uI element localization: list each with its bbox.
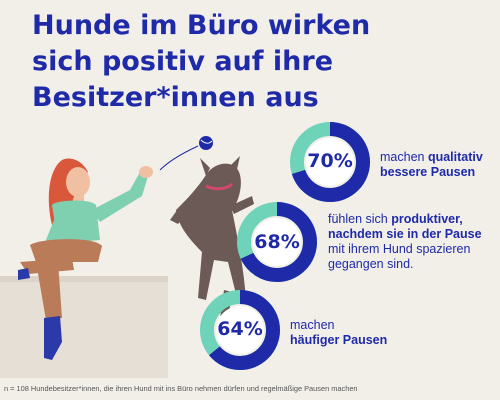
description-text: produktiver, bbox=[391, 212, 463, 226]
description-text: machen bbox=[290, 318, 335, 332]
description-text: qualitativ bbox=[427, 150, 483, 164]
description-text: mit ihrem Hund spazieren bbox=[328, 242, 471, 256]
description-text: fühlen sich bbox=[328, 212, 392, 226]
headline-line-3: Besitzer*innen aus bbox=[32, 82, 319, 113]
description-text: machen bbox=[380, 150, 428, 164]
dog-shape bbox=[176, 163, 246, 302]
donut-chart-70 bbox=[290, 122, 370, 202]
pants-shape bbox=[30, 239, 102, 320]
sweater-shape bbox=[52, 200, 100, 244]
stat-description: machen qualitativ bessere Pausen bbox=[380, 150, 483, 180]
description-text: nachdem sie in der Pause bbox=[328, 227, 482, 241]
footnote: n = 108 Hundebesitzer*innen, die ihren H… bbox=[4, 384, 358, 393]
description-text: gegangen sind. bbox=[328, 257, 414, 271]
description-text: häufiger Pausen bbox=[290, 333, 388, 347]
percent-label: 68% bbox=[254, 231, 300, 253]
percent-label: 64% bbox=[217, 318, 263, 340]
headline-line-1: Hunde im Büro wirken bbox=[32, 10, 371, 41]
donut-chart-68 bbox=[237, 202, 317, 282]
headline: Hunde im Büro wirken sich positiv auf ih… bbox=[32, 8, 392, 116]
description-text: bessere Pausen bbox=[380, 165, 476, 179]
donut-chart-64 bbox=[200, 290, 280, 370]
percent-label: 70% bbox=[307, 150, 353, 172]
stat-description: fühlen sich produktiver, nachdem sie in d… bbox=[328, 212, 482, 272]
headline-line-2: sich positiv auf ihre bbox=[32, 46, 334, 77]
stat-description: machen häufiger Pausen bbox=[290, 318, 387, 348]
bench-shape bbox=[0, 278, 168, 378]
